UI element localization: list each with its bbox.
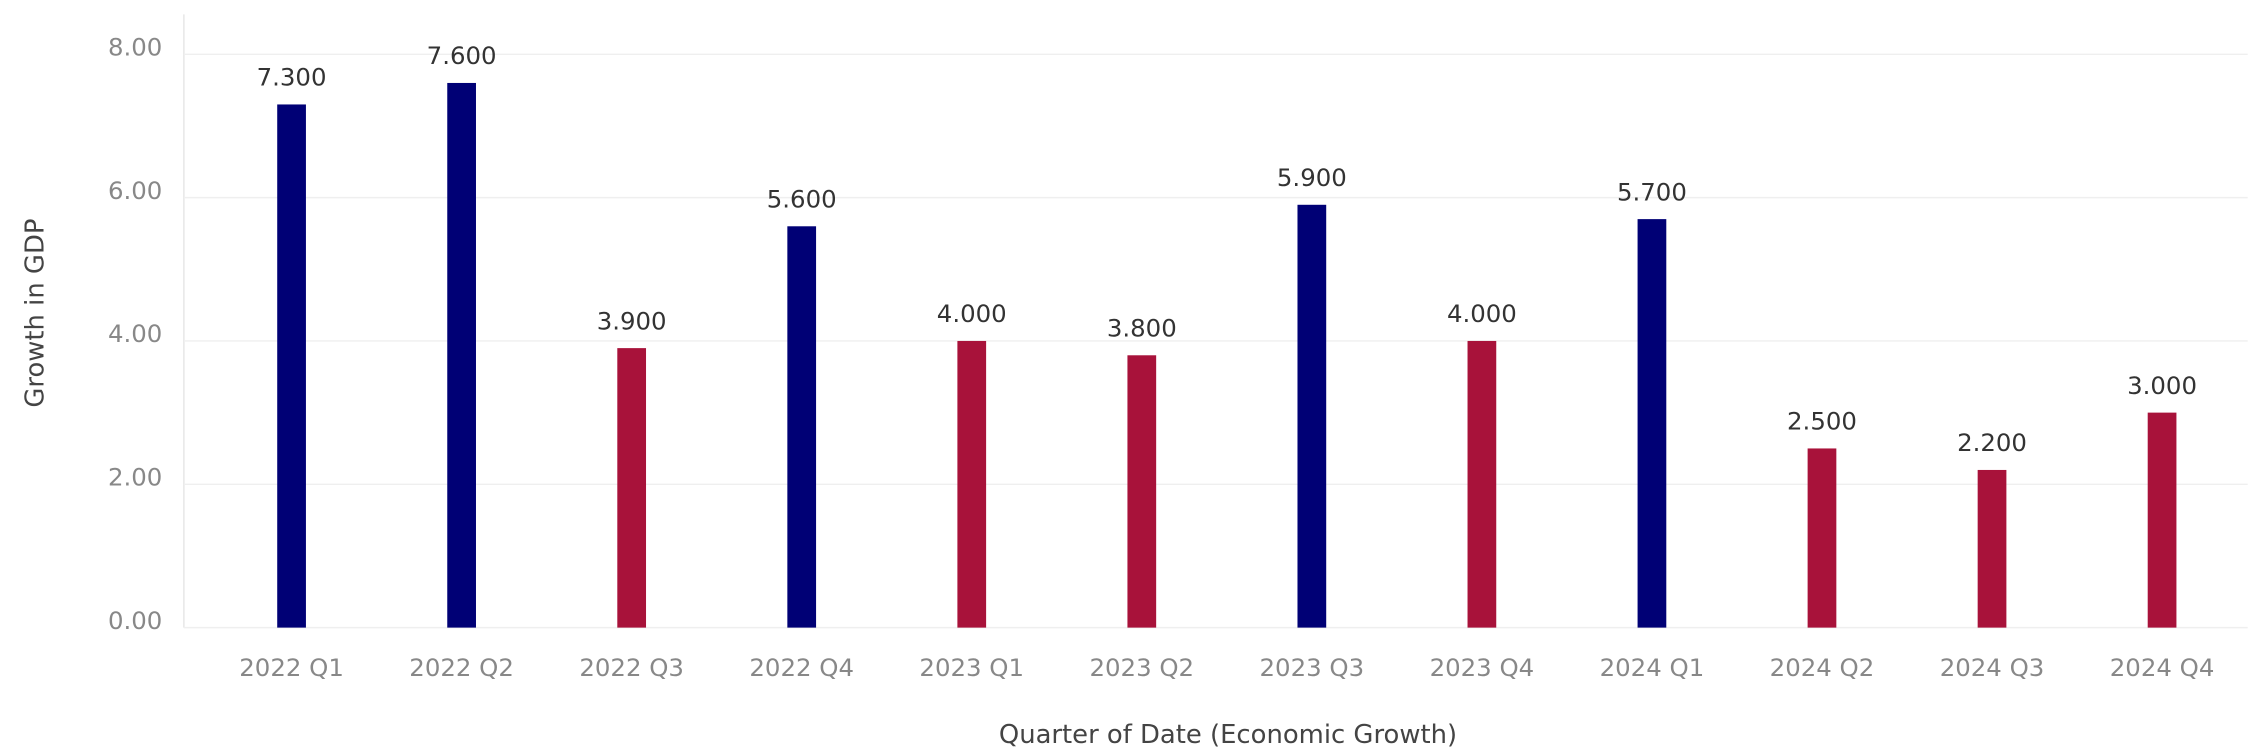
bar xyxy=(1977,469,2007,628)
bar xyxy=(1637,219,1667,628)
data-label: 5.900 xyxy=(1277,163,1347,192)
bar xyxy=(1297,204,1327,628)
x-tick-label: 2022 Q1 xyxy=(239,653,344,682)
x-tick-label: 2023 Q3 xyxy=(1260,653,1365,682)
x-tick-label: 2023 Q2 xyxy=(1089,653,1194,682)
y-tick-label: 4.00 xyxy=(108,319,162,348)
bar xyxy=(957,340,987,628)
data-label: 3.900 xyxy=(597,306,667,335)
x-tick-label: 2022 Q3 xyxy=(579,653,684,682)
bar xyxy=(277,104,306,628)
x-tick-label: 2024 Q2 xyxy=(1770,653,1875,682)
bar xyxy=(1807,448,1837,628)
data-label: 2.200 xyxy=(1957,428,2027,457)
bar xyxy=(447,82,476,628)
data-label: 7.600 xyxy=(427,41,497,70)
data-label: 3.800 xyxy=(1107,313,1177,342)
bar xyxy=(1467,340,1497,628)
data-label: 7.300 xyxy=(257,63,327,92)
x-tick-label: 2024 Q1 xyxy=(1600,653,1705,682)
bar xyxy=(1127,355,1157,628)
bar xyxy=(787,226,817,628)
y-axis-title: Growth in GDP xyxy=(20,219,50,408)
data-label: 4.000 xyxy=(937,299,1007,328)
data-label: 4.000 xyxy=(1447,299,1517,328)
bar xyxy=(2147,412,2177,628)
y-tick-label: 0.00 xyxy=(108,606,162,635)
y-tick-label: 8.00 xyxy=(108,33,162,62)
x-tick-label: 2022 Q4 xyxy=(749,653,854,682)
x-tick-label: 2024 Q4 xyxy=(2110,653,2215,682)
x-tick-label: 2022 Q2 xyxy=(409,653,514,682)
y-tick-label: 6.00 xyxy=(108,176,162,205)
x-axis-title: Quarter of Date (Economic Growth) xyxy=(999,720,1457,750)
data-label: 5.600 xyxy=(767,184,837,213)
data-label: 2.500 xyxy=(1787,407,1857,436)
x-tick-label: 2023 Q1 xyxy=(919,653,1024,682)
x-tick-label: 2023 Q4 xyxy=(1430,653,1535,682)
bar xyxy=(617,348,647,628)
y-tick-label: 2.00 xyxy=(108,463,162,492)
data-label: 5.700 xyxy=(1617,177,1687,206)
data-label: 3.000 xyxy=(2127,371,2197,400)
x-tick-label: 2024 Q3 xyxy=(1940,653,2045,682)
